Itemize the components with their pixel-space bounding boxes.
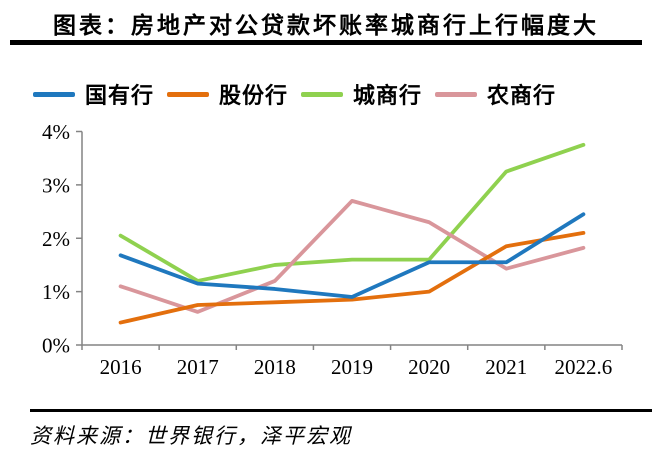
legend-item-2: 城商行 [301, 78, 422, 110]
legend-label: 城商行 [353, 83, 423, 108]
x-tick-label: 2018 [254, 355, 296, 379]
legend-item-3: 农商行 [435, 78, 556, 110]
series-line-3-农商行 [118, 198, 586, 314]
y-tick-label: 1% [42, 280, 70, 304]
legend-swatch-icon [301, 91, 344, 97]
legend: 国有行 股份行 城商行 农商行 [33, 78, 556, 110]
y-tick-label: 4% [42, 120, 70, 144]
y-tick-label: 3% [42, 173, 70, 197]
legend-swatch-icon [435, 91, 478, 97]
x-tick-label: 2017 [177, 355, 219, 379]
source-text: 资料来源：世界银行，泽平宏观 [30, 424, 352, 448]
series-line-2-城商行 [118, 142, 586, 283]
x-tick-label: 2016 [100, 355, 142, 379]
legend-item-0: 国有行 [33, 78, 154, 110]
legend-label: 股份行 [219, 83, 289, 108]
y-tick-label: 2% [42, 227, 70, 251]
x-tick-label: 2020 [408, 355, 450, 379]
title-divider-rule [10, 40, 642, 45]
legend-item-1: 股份行 [167, 78, 288, 110]
series-line-0-国有行 [118, 212, 586, 299]
legend-label: 农商行 [487, 83, 557, 108]
legend-swatch-icon [167, 91, 210, 97]
x-tick-label: 2019 [331, 355, 373, 379]
x-tick-label: 2021 [485, 355, 527, 379]
legend-swatch-icon [33, 91, 75, 97]
footer-divider-rule [30, 409, 652, 412]
y-tick-label: 0% [42, 334, 70, 358]
legend-label: 国有行 [85, 83, 155, 108]
series-line-1-股份行 [118, 231, 586, 325]
chart-title: 图表：房地产对公贷款坏账率城商行上行幅度大 [53, 13, 599, 38]
x-tick-label: 2022.6 [555, 355, 613, 379]
